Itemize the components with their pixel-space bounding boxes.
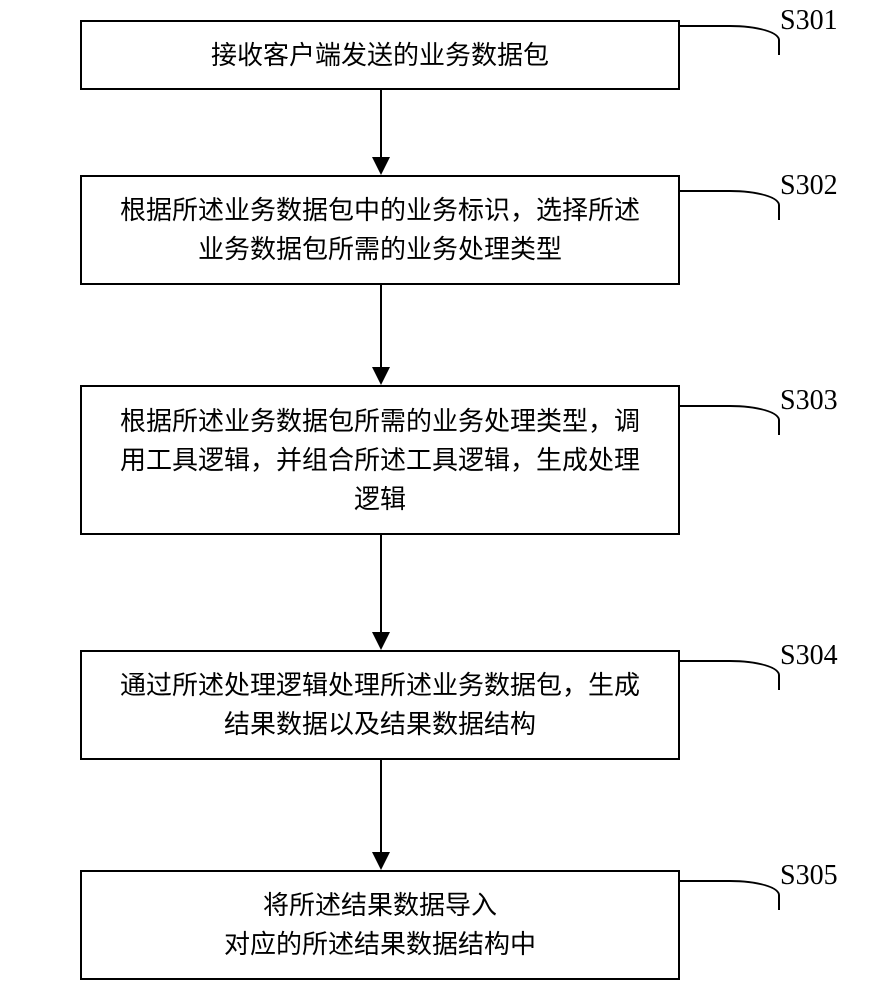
flow-step-label-s301: S301 — [780, 5, 838, 37]
connector-s305 — [680, 880, 780, 910]
flow-step-text: 根据所述业务数据包所需的业务处理类型，调 用工具逻辑，并组合所述工具逻辑，生成处… — [120, 402, 640, 519]
flow-step-s302: 根据所述业务数据包中的业务标识，选择所述 业务数据包所需的业务处理类型 — [80, 175, 680, 285]
arrow-line — [380, 535, 382, 632]
flow-step-text: 将所述结果数据导入 对应的所述结果数据结构中 — [224, 886, 536, 964]
connector-s304 — [680, 660, 780, 690]
arrow-line — [380, 285, 382, 367]
flow-step-label-s302: S302 — [780, 170, 838, 202]
arrow-line — [380, 90, 382, 157]
flowchart-canvas: 接收客户端发送的业务数据包 S301 根据所述业务数据包中的业务标识，选择所述 … — [0, 0, 889, 1000]
connector-s303 — [680, 405, 780, 435]
flow-step-s301: 接收客户端发送的业务数据包 — [80, 20, 680, 90]
connector-s301 — [680, 25, 780, 55]
arrow-head-icon — [372, 157, 390, 175]
flow-step-s304: 通过所述处理逻辑处理所述业务数据包，生成 结果数据以及结果数据结构 — [80, 650, 680, 760]
flow-step-text: 通过所述处理逻辑处理所述业务数据包，生成 结果数据以及结果数据结构 — [120, 666, 640, 744]
flow-step-label-s305: S305 — [780, 860, 838, 892]
flow-step-label-s304: S304 — [780, 640, 838, 672]
flow-step-s303: 根据所述业务数据包所需的业务处理类型，调 用工具逻辑，并组合所述工具逻辑，生成处… — [80, 385, 680, 535]
arrow-head-icon — [372, 367, 390, 385]
connector-s302 — [680, 190, 780, 220]
arrow-head-icon — [372, 632, 390, 650]
flow-step-s305: 将所述结果数据导入 对应的所述结果数据结构中 — [80, 870, 680, 980]
arrow-head-icon — [372, 852, 390, 870]
flow-step-text: 根据所述业务数据包中的业务标识，选择所述 业务数据包所需的业务处理类型 — [120, 191, 640, 269]
flow-step-label-s303: S303 — [780, 385, 838, 417]
arrow-line — [380, 760, 382, 852]
flow-step-text: 接收客户端发送的业务数据包 — [211, 36, 549, 75]
